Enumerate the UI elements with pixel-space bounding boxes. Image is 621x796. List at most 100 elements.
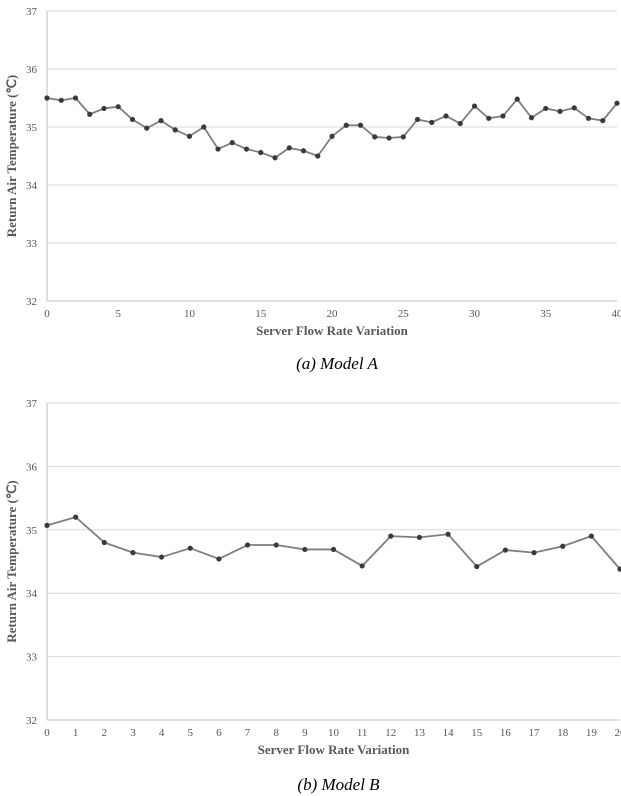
x-tick-label: 12 [385, 727, 396, 739]
y-axis-title: Return Air Temperature (℃) [4, 480, 19, 643]
data-point [585, 115, 592, 121]
x-tick-label: 8 [273, 727, 279, 739]
data-point [215, 146, 221, 152]
data-point [543, 105, 549, 112]
data-point [101, 105, 107, 112]
x-tick-label: 1 [73, 727, 79, 739]
data-point [617, 566, 621, 572]
data-point [531, 550, 537, 556]
x-axis-title: Server Flow Rate Variation [256, 323, 409, 338]
data-point [343, 122, 349, 128]
y-tick-label: 34 [26, 180, 38, 192]
data-point [414, 116, 421, 123]
data-point [129, 116, 136, 123]
y-tick-label: 36 [26, 64, 38, 76]
y-tick-label: 37 [26, 6, 38, 18]
x-tick-label: 30 [469, 308, 481, 320]
chart-model-a: 32 33 34 35 36 37 0 5 10 15 20 25 30 35 40 Server Flow … [4, 6, 621, 373]
data-point [44, 522, 50, 528]
x-tick-label: 17 [529, 727, 541, 739]
data-point [159, 554, 165, 560]
x-tick-label: 18 [557, 727, 569, 739]
data-point [272, 155, 278, 161]
data-point [329, 133, 335, 139]
data-point [58, 97, 64, 103]
x-tick-label: 15 [255, 308, 267, 320]
data-point [500, 113, 506, 119]
x-tick-label: 16 [500, 727, 512, 739]
x-tick-label: 6 [216, 727, 222, 739]
y-tick-label: 34 [26, 588, 38, 600]
data-point [302, 546, 308, 553]
y-tick-label: 32 [26, 296, 37, 308]
data-point [571, 105, 577, 111]
data-point [87, 111, 93, 117]
data-point [388, 533, 394, 539]
x-tick-label: 10 [328, 727, 340, 739]
data-point [158, 118, 164, 124]
chart-caption: (a) Model A [296, 354, 378, 373]
x-tick-label: 20 [327, 308, 339, 320]
data-point [471, 103, 478, 109]
chart-caption: (b) Model B [297, 775, 380, 794]
data-point [600, 118, 606, 124]
x-tick-label: 2 [102, 727, 108, 739]
x-tick-label: 4 [159, 727, 165, 739]
x-tick-label: 20 [615, 727, 621, 739]
data-point [457, 120, 463, 127]
y-tick-label: 36 [26, 461, 38, 473]
data-point [359, 563, 365, 569]
data-point [101, 539, 107, 546]
x-tick-label: 15 [471, 727, 483, 739]
data-point [186, 133, 193, 139]
data-point [445, 531, 451, 537]
y-tick-label: 35 [26, 122, 38, 134]
x-tick-label: 3 [130, 727, 136, 739]
data-point [557, 108, 563, 114]
data-point [486, 115, 492, 121]
data-point [130, 550, 136, 556]
x-tick-label: 5 [116, 308, 122, 320]
data-point [416, 534, 423, 541]
y-tick-label: 32 [26, 715, 37, 727]
series-line [46, 97, 618, 159]
x-tick-label: 11 [357, 727, 368, 739]
x-tick-label: 9 [302, 727, 308, 739]
data-point [474, 563, 480, 570]
x-tick-label: 19 [586, 727, 598, 739]
data-point [514, 96, 520, 102]
data-point [357, 122, 364, 128]
data-point [502, 547, 508, 553]
x-tick-label: 35 [540, 308, 552, 320]
data-point [273, 542, 279, 548]
data-point [258, 149, 264, 156]
x-tick-label: 25 [398, 308, 410, 320]
data-point [315, 153, 321, 159]
x-tick-label: 7 [245, 727, 251, 739]
y-tick-label: 37 [26, 398, 38, 410]
data-point [286, 145, 292, 151]
data-point [201, 124, 207, 130]
x-tick-label: 0 [44, 308, 50, 320]
x-tick-label: 5 [188, 727, 194, 739]
data-point [429, 119, 435, 125]
data-point [44, 95, 50, 101]
data-point [330, 546, 337, 553]
series-line [46, 516, 621, 570]
x-tick-label: 10 [184, 308, 196, 320]
data-point [300, 148, 307, 154]
data-point [560, 543, 566, 549]
data-point [172, 127, 178, 133]
y-tick-label: 35 [26, 525, 38, 537]
data-point [372, 134, 378, 140]
y-tick-label: 33 [26, 238, 38, 250]
data-point [588, 533, 594, 539]
data-point [443, 113, 449, 119]
data-point [244, 542, 251, 548]
x-tick-label: 0 [44, 727, 50, 739]
y-tick-label: 33 [26, 652, 38, 664]
data-point [386, 135, 392, 141]
data-point [614, 100, 620, 106]
data-point [400, 134, 406, 140]
